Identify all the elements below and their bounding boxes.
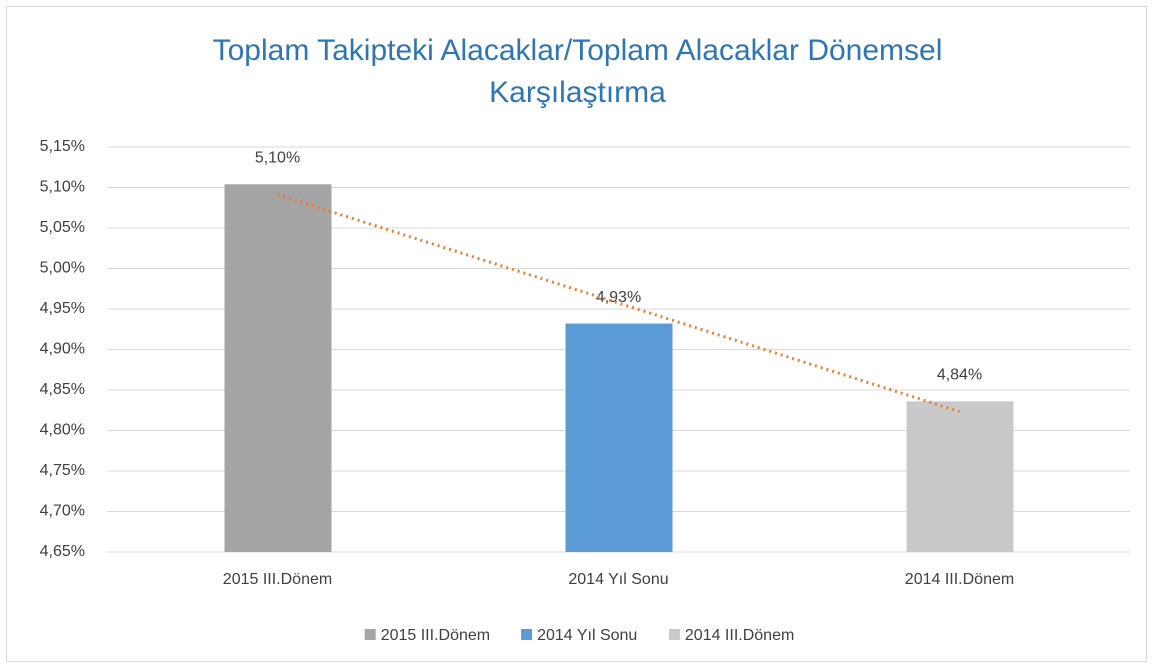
y-tick-label: 5,05% [40, 219, 85, 236]
y-tick-label: 4,75% [40, 462, 85, 479]
legend-label: 2014 III.Dönem [685, 627, 794, 644]
legend-swatch [521, 629, 533, 640]
y-tick-label: 4,85% [40, 381, 85, 398]
bar [906, 401, 1014, 552]
y-tick-label: 4,90% [40, 341, 85, 358]
y-tick-label: 5,15% [40, 138, 85, 155]
data-label: 4,84% [937, 367, 982, 384]
legend-swatch [668, 629, 680, 640]
data-label: 4,93% [596, 289, 641, 306]
legend-label: 2014 Yıl Sonu [537, 627, 637, 644]
y-tick-label: 4,95% [40, 300, 85, 317]
x-tick-label: 2015 III.Dönem [223, 571, 332, 588]
legend-label: 2015 III.Dönem [381, 627, 490, 644]
data-label: 5,10% [255, 149, 300, 166]
y-tick-label: 5,10% [40, 179, 85, 196]
y-tick-label: 4,65% [40, 543, 85, 560]
y-tick-label: 5,00% [40, 260, 85, 277]
bar [224, 184, 332, 552]
chart-title: Toplam Takipteki Alacaklar/Toplam Alacak… [212, 34, 943, 109]
x-tick-label: 2014 Yıl Sonu [568, 571, 668, 588]
x-tick-label: 2014 III.Dönem [905, 571, 1014, 588]
y-tick-label: 4,70% [40, 503, 85, 520]
bar [565, 323, 673, 552]
y-tick-label: 4,80% [40, 422, 85, 439]
legend-swatch [364, 629, 376, 640]
chart-frame [6, 6, 1147, 662]
